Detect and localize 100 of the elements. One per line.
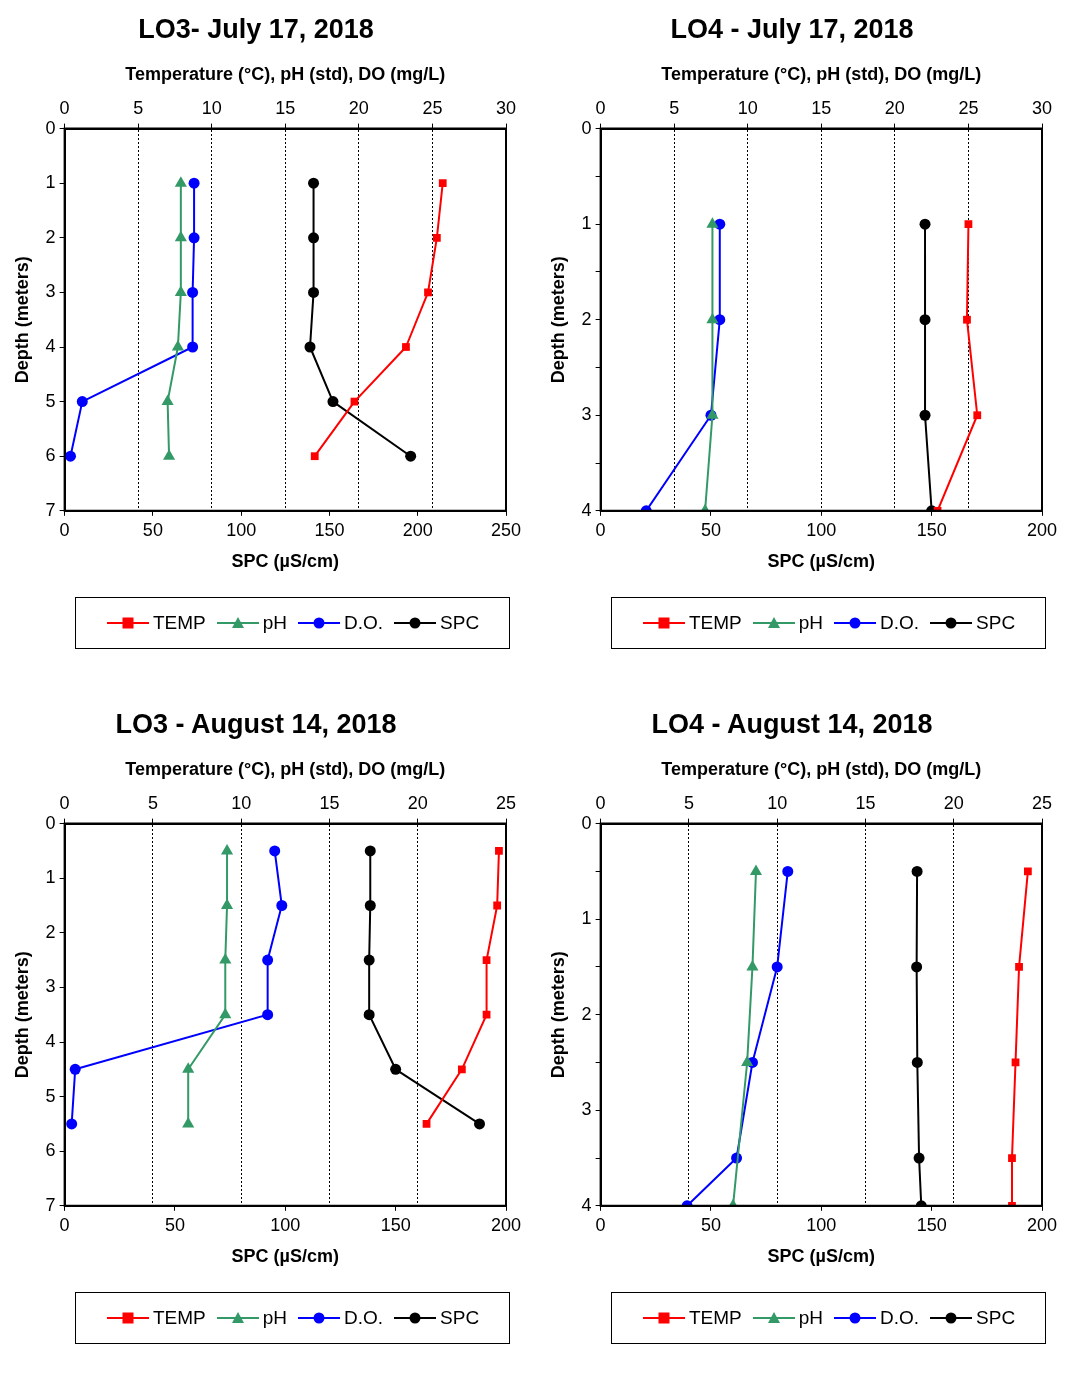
point bbox=[327, 396, 339, 408]
point bbox=[308, 286, 320, 298]
y-tick-label: 4 bbox=[581, 499, 592, 520]
y-tick-label: 7 bbox=[45, 1194, 56, 1215]
legend-label: pH bbox=[798, 1307, 823, 1329]
point bbox=[474, 1118, 486, 1130]
point bbox=[364, 845, 376, 857]
y-axis-title: Depth (meters) bbox=[547, 256, 568, 384]
x2-tick-label: 10 bbox=[201, 97, 222, 118]
x-tick-label: 50 bbox=[142, 519, 163, 540]
x2-tick-label: 20 bbox=[884, 97, 905, 118]
x2-tick-label: 10 bbox=[767, 792, 788, 813]
x-tick-label: 200 bbox=[1026, 519, 1058, 540]
x-axis-title: SPC (µS/cm) bbox=[231, 1246, 340, 1267]
x2-tick-label: 0 bbox=[595, 792, 606, 813]
y-tick-label: 3 bbox=[45, 976, 56, 997]
x2-tick-label: 25 bbox=[1031, 792, 1053, 813]
x2-tick-label: 10 bbox=[231, 792, 252, 813]
x-tick-label: 50 bbox=[700, 1214, 721, 1235]
x-axis-title: SPC (µS/cm) bbox=[767, 1246, 876, 1267]
x-tick-label: 100 bbox=[806, 519, 837, 540]
chart-title: LO3 - August 14, 2018 bbox=[115, 708, 397, 739]
x-tick-label: 200 bbox=[402, 519, 433, 540]
x-tick-label: 150 bbox=[314, 519, 345, 540]
x-tick-label: 50 bbox=[700, 519, 721, 540]
point bbox=[308, 232, 320, 244]
x2-tick-label: 10 bbox=[737, 97, 758, 118]
x2-tick-label: 15 bbox=[811, 97, 832, 118]
chart-title: LO3- July 17, 2018 bbox=[138, 13, 374, 44]
y-tick-label: 2 bbox=[45, 226, 56, 247]
x2-tick-label: 5 bbox=[133, 97, 144, 118]
x-tick-label: 100 bbox=[806, 1214, 837, 1235]
legend-label: SPC bbox=[976, 1307, 1016, 1329]
x2-tick-label: 15 bbox=[855, 792, 876, 813]
point bbox=[363, 954, 375, 966]
chart-title: LO4 - July 17, 2018 bbox=[670, 13, 914, 44]
y-tick-label: 2 bbox=[581, 308, 592, 329]
chart-title: LO4 - August 14, 2018 bbox=[651, 708, 933, 739]
x-tick-label: 0 bbox=[59, 519, 70, 540]
y-axis-title: Depth (meters) bbox=[11, 951, 32, 1079]
point bbox=[390, 1063, 402, 1075]
legend-label: SPC bbox=[976, 612, 1016, 634]
x2-tick-label: 20 bbox=[943, 792, 964, 813]
y-tick-label: 3 bbox=[581, 1099, 592, 1120]
y-axis-title: Depth (meters) bbox=[547, 951, 568, 1079]
y-tick-label: 1 bbox=[45, 172, 56, 193]
x-tick-label: 50 bbox=[164, 1214, 185, 1235]
x2-tick-label: 0 bbox=[59, 97, 70, 118]
legend-label: SPC bbox=[440, 612, 480, 634]
x2-tick-label: 15 bbox=[319, 792, 340, 813]
x2-tick-label: 20 bbox=[348, 97, 369, 118]
x2-tick-label: 5 bbox=[147, 792, 158, 813]
x-tick-label: 250 bbox=[490, 519, 522, 540]
y-tick-label: 0 bbox=[45, 812, 56, 833]
y-tick-label: 4 bbox=[45, 335, 56, 356]
y-tick-label: 3 bbox=[45, 281, 56, 302]
y-tick-label: 6 bbox=[45, 1140, 56, 1161]
y-axis-title: Depth (meters) bbox=[11, 256, 32, 384]
y-tick-label: 3 bbox=[581, 404, 592, 425]
x-tick-label: 100 bbox=[270, 1214, 301, 1235]
x2-tick-label: 30 bbox=[1031, 97, 1053, 118]
y-tick-label: 2 bbox=[581, 1003, 592, 1024]
x2-tick-label: 30 bbox=[495, 97, 517, 118]
legend-label: SPC bbox=[440, 1307, 480, 1329]
x2-axis-title: Temperature (°C), pH (std), DO (mg/L) bbox=[661, 759, 982, 780]
legend-label: D.O. bbox=[879, 1307, 920, 1329]
point bbox=[304, 341, 316, 353]
y-tick-label: 2 bbox=[45, 921, 56, 942]
y-tick-label: 0 bbox=[45, 117, 56, 138]
y-tick-label: 7 bbox=[45, 499, 56, 520]
y-tick-label: 1 bbox=[45, 867, 56, 888]
y-tick-label: 6 bbox=[45, 445, 56, 466]
x-tick-label: 200 bbox=[490, 1214, 522, 1235]
x-axis-title: SPC (µS/cm) bbox=[767, 551, 876, 572]
legend-label: D.O. bbox=[343, 1307, 384, 1329]
x2-tick-label: 25 bbox=[495, 792, 517, 813]
x2-axis-title: Temperature (°C), pH (std), DO (mg/L) bbox=[125, 64, 446, 85]
point bbox=[364, 900, 376, 911]
legend-label: D.O. bbox=[343, 612, 384, 634]
x-tick-label: 0 bbox=[595, 1214, 606, 1235]
legend-label: pH bbox=[262, 1307, 287, 1329]
legend-label: TEMP bbox=[688, 612, 742, 634]
y-tick-label: 5 bbox=[45, 390, 56, 411]
point bbox=[405, 450, 417, 462]
y-tick-label: 1 bbox=[581, 213, 592, 234]
x2-tick-label: 0 bbox=[59, 792, 70, 813]
y-tick-label: 0 bbox=[581, 117, 592, 138]
point bbox=[308, 177, 320, 189]
x2-tick-label: 25 bbox=[422, 97, 443, 118]
legend-label: D.O. bbox=[879, 612, 920, 634]
x-tick-label: 0 bbox=[59, 1214, 70, 1235]
x2-axis-title: Temperature (°C), pH (std), DO (mg/L) bbox=[125, 759, 446, 780]
legend-label: pH bbox=[798, 612, 823, 634]
legend-label: TEMP bbox=[688, 1307, 742, 1329]
y-tick-label: 5 bbox=[45, 1085, 56, 1106]
x-tick-label: 0 bbox=[595, 519, 606, 540]
x2-axis-title: Temperature (°C), pH (std), DO (mg/L) bbox=[661, 64, 982, 85]
y-tick-label: 0 bbox=[581, 812, 592, 833]
y-tick-label: 1 bbox=[581, 908, 592, 929]
y-tick-label: 4 bbox=[581, 1194, 592, 1215]
